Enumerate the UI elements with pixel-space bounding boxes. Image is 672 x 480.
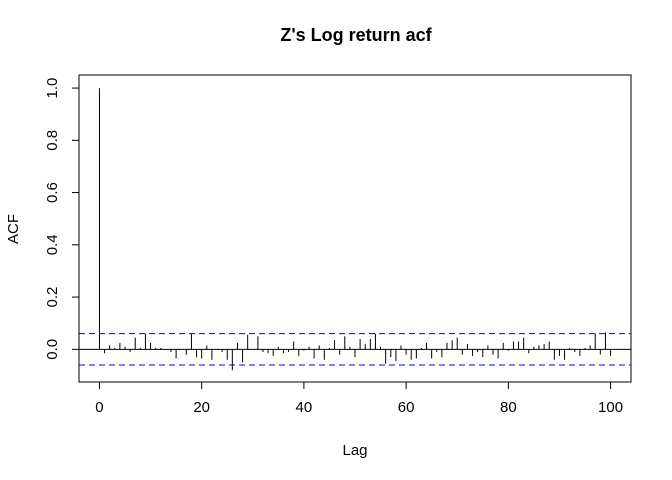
x-tick-label: 100 bbox=[598, 399, 623, 416]
y-tick-label: 0.4 bbox=[44, 234, 61, 255]
x-axis: 0 20 40 60 80 100 bbox=[95, 381, 623, 416]
x-tick-label: 80 bbox=[500, 399, 517, 416]
x-tick-label: 0 bbox=[95, 399, 103, 416]
x-tick-label: 20 bbox=[193, 399, 210, 416]
y-tick-label: 0.6 bbox=[44, 182, 61, 203]
marks-layer bbox=[79, 88, 631, 371]
y-axis: 0.0 0.2 0.4 0.6 0.8 1.0 bbox=[44, 78, 80, 360]
y-tick-label: 1.0 bbox=[44, 78, 61, 99]
x-tick-label: 60 bbox=[398, 399, 415, 416]
chart-title: Z's Log return acf bbox=[280, 25, 432, 45]
x-tick-label: 40 bbox=[296, 399, 313, 416]
y-axis-label: ACF bbox=[5, 214, 22, 244]
plot-frame bbox=[78, 74, 632, 383]
y-tick-label: 0.8 bbox=[44, 130, 61, 151]
y-tick-label: 0.2 bbox=[44, 287, 61, 308]
y-tick-label: 0.0 bbox=[44, 339, 61, 360]
x-axis-label: Lag bbox=[342, 442, 367, 459]
